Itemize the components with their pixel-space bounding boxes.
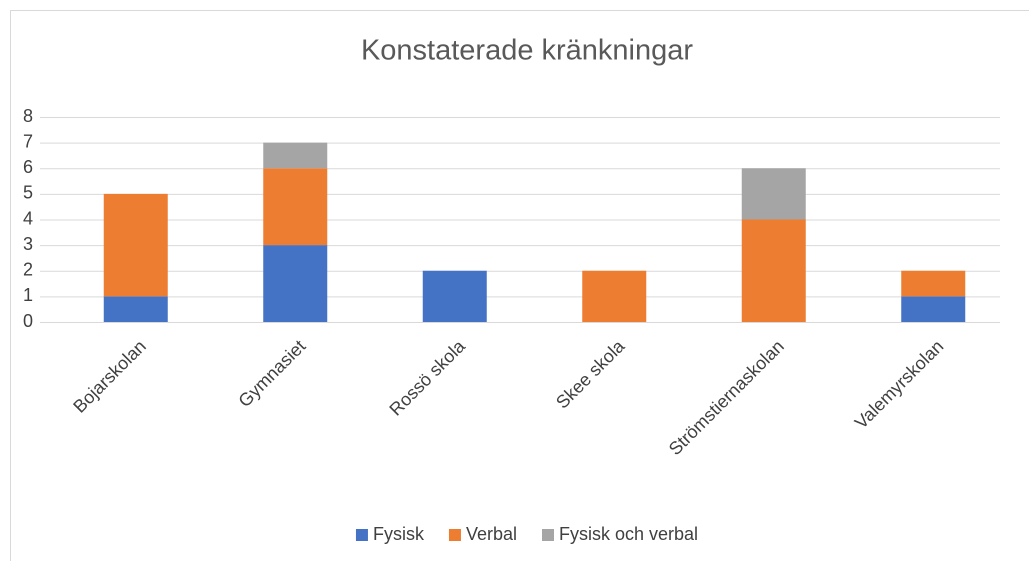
y-tick-label: 6	[23, 157, 33, 177]
bar-segment	[263, 142, 328, 169]
bar-segment	[901, 270, 966, 297]
y-tick-label: 0	[23, 311, 33, 331]
bar-segment	[103, 193, 168, 297]
x-tick-label: Gymnasiet	[234, 336, 309, 411]
legend-swatch	[355, 529, 368, 541]
bar-segment	[741, 168, 806, 220]
y-tick-label: 3	[23, 234, 33, 254]
bar-segment	[901, 296, 966, 322]
legend-label: Fysisk	[373, 524, 425, 544]
legend: Fysisk Verbal Fysisk och verbal	[355, 524, 698, 544]
bar-segment	[263, 245, 328, 322]
y-tick-label: 7	[23, 131, 33, 151]
x-tick-label: Strömstiernaskolan	[665, 336, 788, 459]
y-tick-label: 1	[23, 285, 33, 305]
y-tick-label: 5	[23, 183, 33, 203]
chart-border	[10, 10, 1029, 561]
y-tick-label: 2	[23, 260, 33, 280]
bar-segment	[103, 296, 168, 322]
bar-segment	[741, 219, 806, 322]
x-tick-label: Valemyrskolan	[851, 336, 948, 433]
legend-label: Fysisk och verbal	[559, 524, 698, 544]
x-tick-label: Skee skola	[552, 335, 629, 412]
y-tick-label: 8	[23, 106, 33, 126]
y-tick-label: 4	[23, 208, 33, 228]
chart-title: Konstaterade kränkningar	[361, 35, 693, 67]
legend-swatch	[542, 529, 554, 541]
x-tick-label: Bojarskolan	[69, 336, 150, 417]
bar-segment	[263, 168, 328, 246]
bar-segment	[582, 270, 647, 322]
legend-label: Verbal	[466, 524, 517, 544]
x-tick-label: Rossö skola	[385, 335, 469, 419]
legend-swatch	[448, 529, 461, 541]
bar-segment	[422, 270, 487, 322]
